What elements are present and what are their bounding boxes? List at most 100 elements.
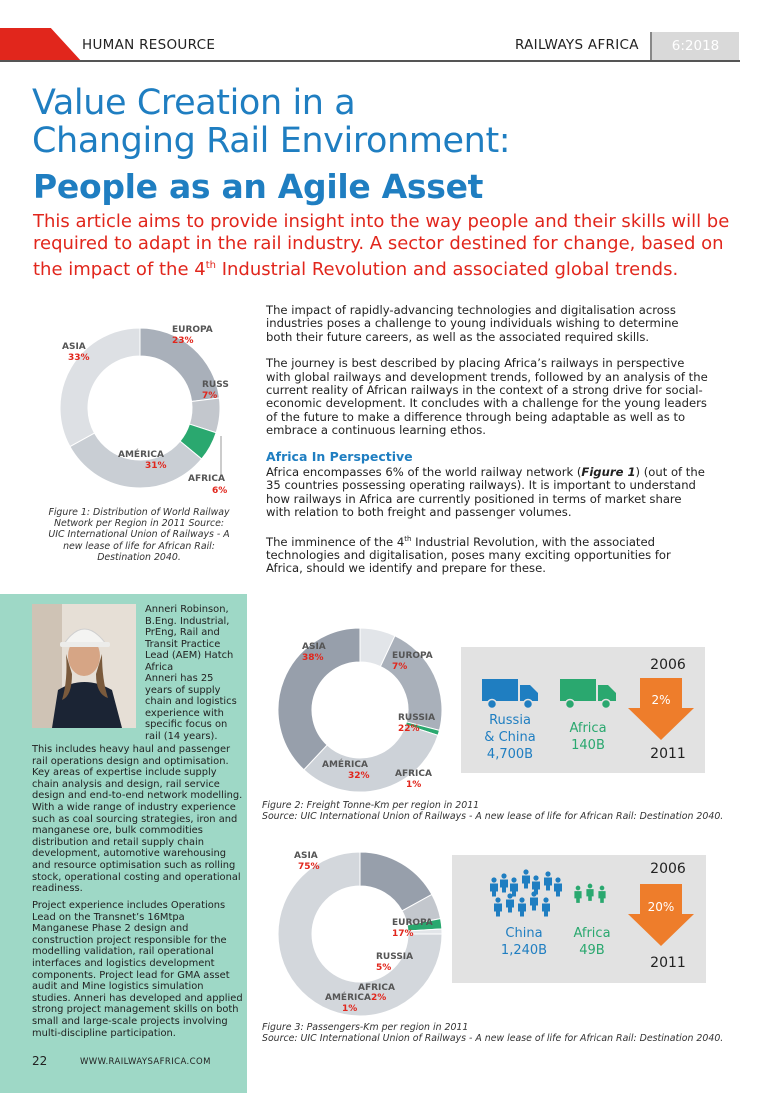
fig3-pct-america: 1% — [342, 1004, 358, 1014]
person-icon — [511, 877, 517, 883]
people-blue-icon — [490, 869, 562, 917]
p3-text-b: ) (out of the 35 countries possessing op… — [266, 465, 705, 520]
person-icon — [554, 883, 562, 897]
body-paragraph-3: Africa encompasses 6% of the world railw… — [266, 465, 708, 520]
person-icon — [507, 893, 513, 899]
passenger-year-start: 2006 — [650, 861, 686, 877]
fig2-pct-europa: 7% — [392, 662, 408, 672]
af-label: Africa — [569, 721, 607, 736]
person-icon — [501, 873, 507, 879]
person-icon — [586, 889, 594, 901]
person-icon — [574, 891, 582, 903]
people-green-icon — [574, 883, 606, 903]
fig3-pct-europa: 17% — [392, 929, 414, 939]
freight-year-end: 2011 — [650, 746, 686, 762]
person-icon — [531, 891, 537, 897]
lead-text-1: This article aims to provide insight int… — [33, 211, 730, 280]
person-icon — [598, 891, 606, 903]
p4-text-b: Industrial Revolution, with the associat… — [266, 534, 671, 576]
person-icon — [506, 899, 514, 913]
fig1-pct-europa: 23% — [172, 336, 194, 346]
bio-paragraph-1: This includes heavy haul and passenger r… — [32, 744, 243, 895]
header-divider — [650, 32, 652, 60]
lead-sup: th — [205, 260, 216, 271]
person-icon — [530, 897, 538, 911]
fig1-pct-russ: 7% — [202, 391, 218, 401]
body-paragraph-2: The journey is best described by placing… — [266, 356, 708, 438]
ch-label: China — [505, 926, 543, 941]
person-icon — [523, 869, 529, 875]
fig3-caption-line-2: Source: UIC International Union of Railw… — [262, 1033, 724, 1045]
header-red-tab — [0, 28, 82, 62]
freight-africa: Africa 140B — [556, 720, 620, 754]
rc-value: 4,700B — [486, 747, 534, 762]
person-icon — [491, 877, 497, 883]
portrait-image — [32, 604, 136, 728]
section-heading: Africa In Perspective — [266, 448, 413, 464]
body-column: The impact of rapidly-advancing technolo… — [266, 303, 708, 576]
person-icon — [500, 879, 508, 893]
person-icon — [494, 903, 502, 917]
fig3-label-europa: EUROPA — [392, 918, 433, 928]
person-icon — [555, 877, 561, 883]
title-bold: People as an Agile Asset — [33, 167, 484, 206]
body-paragraph-4: The imminence of the 4th Industrial Revo… — [266, 533, 708, 576]
rc-line-2: & China — [484, 730, 536, 745]
bio-paragraph-2: Project experience includes Operations L… — [32, 900, 243, 1039]
down-arrow-icon — [628, 678, 694, 740]
fig3-pct-africa: 2% — [371, 993, 387, 1003]
body-paragraph-1: The impact of rapidly-advancing technolo… — [266, 303, 679, 344]
figure-2-caption: Figure 2: Freight Tonne-Km per region in… — [262, 800, 742, 822]
person-icon — [587, 883, 593, 889]
fig3-label-asia: ASIA — [294, 851, 318, 861]
fig1-label-africa: AFRICA — [188, 474, 225, 484]
fig2-segment-america — [303, 724, 439, 793]
fig2-label-asia: ASIA — [302, 642, 326, 652]
fig1-label-russ: RUSS — [202, 380, 229, 390]
truck-green-icon — [560, 679, 616, 709]
fig3-segment-asia — [277, 851, 443, 1017]
person-icon — [599, 885, 605, 891]
figure-1-caption: Figure 1: Distribution of World Railway … — [48, 507, 230, 563]
passenger-year-end: 2011 — [650, 955, 686, 971]
bio-intro: Anneri has 25 years of supply chain and … — [145, 673, 237, 742]
fig2-pct-africa: 1% — [406, 780, 422, 790]
bio-name-block: Anneri Robinson, B.Eng. Industrial, PrEn… — [145, 604, 234, 673]
fig2-pct-asia: 38% — [302, 653, 324, 663]
fig2-label-europa: EUROPA — [392, 651, 433, 661]
person-icon — [522, 875, 530, 889]
fig2-label-africa: AFRICA — [395, 769, 432, 779]
figure-1-chart — [59, 327, 222, 489]
freight-year-start: 2006 — [650, 657, 686, 673]
title-line-1: Value Creation in a — [32, 83, 356, 123]
passenger-change: 20% — [647, 900, 675, 914]
freight-change: 2% — [651, 693, 671, 707]
fig3-label-america: AMÉRICA — [325, 993, 371, 1003]
person-icon — [544, 877, 552, 891]
person-icon — [543, 897, 549, 903]
fig3-caption-line-1: Figure 3: Passengers-Km per region in 20… — [262, 1022, 469, 1033]
footer-url[interactable]: WWW.RAILWAYSAFRICA.COM — [80, 1057, 211, 1067]
p-af-value: 49B — [579, 943, 605, 958]
down-arrow-icon — [628, 884, 694, 946]
person-icon — [518, 903, 526, 917]
p3-text-a: Africa encompasses 6% of the world railw… — [266, 465, 582, 480]
fig3-label-russia: RUSSIA — [376, 952, 414, 962]
title-line-2: Changing Rail Environment: — [32, 121, 511, 161]
figure-1-reference: Figure 1 — [581, 465, 636, 480]
publication-label: RAILWAYS AFRICA — [515, 37, 639, 53]
fig2-label-russia: RUSSIA — [398, 713, 436, 723]
ch-value: 1,240B — [500, 943, 548, 958]
person-icon — [533, 875, 539, 881]
person-icon — [510, 883, 518, 897]
fig1-label-america: AMÉRICA — [118, 450, 164, 460]
fig2-segment-asia — [277, 627, 361, 771]
person-icon — [575, 885, 581, 891]
p-af-label: Africa — [573, 926, 611, 941]
issue-badge: 6:2018 — [652, 32, 739, 60]
fig3-pct-russia: 5% — [376, 963, 392, 973]
fig1-pct-america: 31% — [145, 461, 167, 471]
passenger-africa: Africa 49B — [560, 925, 624, 959]
fig1-label-europa: EUROPA — [172, 325, 213, 335]
person-icon — [519, 897, 525, 903]
